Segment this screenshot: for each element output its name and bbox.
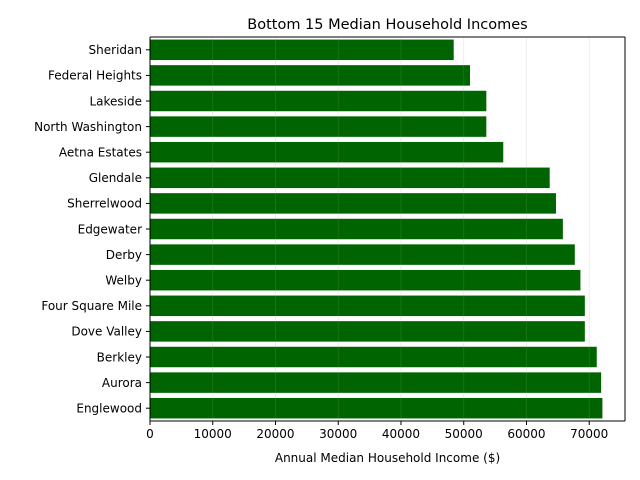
x-tick-label: 50000 bbox=[445, 427, 483, 441]
bar-sheridan bbox=[150, 39, 454, 61]
y-tick-label: North Washington bbox=[34, 120, 142, 134]
y-tick-label: Aetna Estates bbox=[59, 146, 142, 160]
bar-edgewater bbox=[150, 218, 563, 240]
bar-four-square-mile bbox=[150, 295, 585, 317]
bar-glendale bbox=[150, 167, 550, 189]
bar-englewood bbox=[150, 397, 603, 419]
bar-lakeside bbox=[150, 90, 487, 112]
bar-aurora bbox=[150, 372, 602, 393]
y-tick-label: Berkley bbox=[97, 350, 142, 364]
y-tick-label: Derby bbox=[106, 248, 142, 262]
chart-title: Bottom 15 Median Household Incomes bbox=[247, 17, 527, 33]
x-tick-label: 30000 bbox=[319, 427, 357, 441]
x-axis-label: Annual Median Household Income ($) bbox=[275, 451, 500, 465]
bar-dove-valley bbox=[150, 321, 585, 342]
y-tick-label: Federal Heights bbox=[48, 69, 142, 83]
y-tick-label: Aurora bbox=[102, 376, 142, 390]
x-tick-label: 40000 bbox=[382, 427, 420, 441]
bar-derby bbox=[150, 244, 575, 265]
y-tick-labels: Sheridan Federal Heights Lakeside North Was… bbox=[34, 43, 142, 415]
y-tick-label: Sheridan bbox=[89, 43, 142, 57]
y-tick-label: Dove Valley bbox=[71, 325, 142, 339]
y-tick-label: Welby bbox=[105, 274, 142, 288]
x-tick-label: 60000 bbox=[507, 427, 545, 441]
y-tick-label: Sherrelwood bbox=[67, 197, 142, 211]
bars bbox=[149, 37, 603, 421]
x-tick-label: 20000 bbox=[256, 427, 294, 441]
bar-aetna-estates bbox=[150, 141, 504, 163]
x-tick-label: 70000 bbox=[570, 427, 608, 441]
y-tick-label: Englewood bbox=[76, 402, 142, 416]
axes bbox=[146, 36, 626, 425]
y-tick-label: Glendale bbox=[89, 171, 142, 185]
x-tick-labels: 0 10000 20000 30000 40000 50000 60000 70000 bbox=[146, 427, 608, 441]
bar-federal-heights bbox=[150, 65, 471, 86]
y-tick-label: Four Square Mile bbox=[41, 299, 142, 313]
bar-berkley bbox=[150, 346, 597, 368]
bar-north-washington bbox=[150, 116, 487, 137]
bar-sherrelwood bbox=[150, 193, 556, 214]
x-tick-label: 0 bbox=[146, 427, 154, 441]
bar-welby bbox=[150, 269, 581, 291]
x-tick-label: 10000 bbox=[194, 427, 232, 441]
y-tick-label: Lakeside bbox=[89, 94, 142, 108]
y-tick-label: Edgewater bbox=[78, 222, 142, 236]
